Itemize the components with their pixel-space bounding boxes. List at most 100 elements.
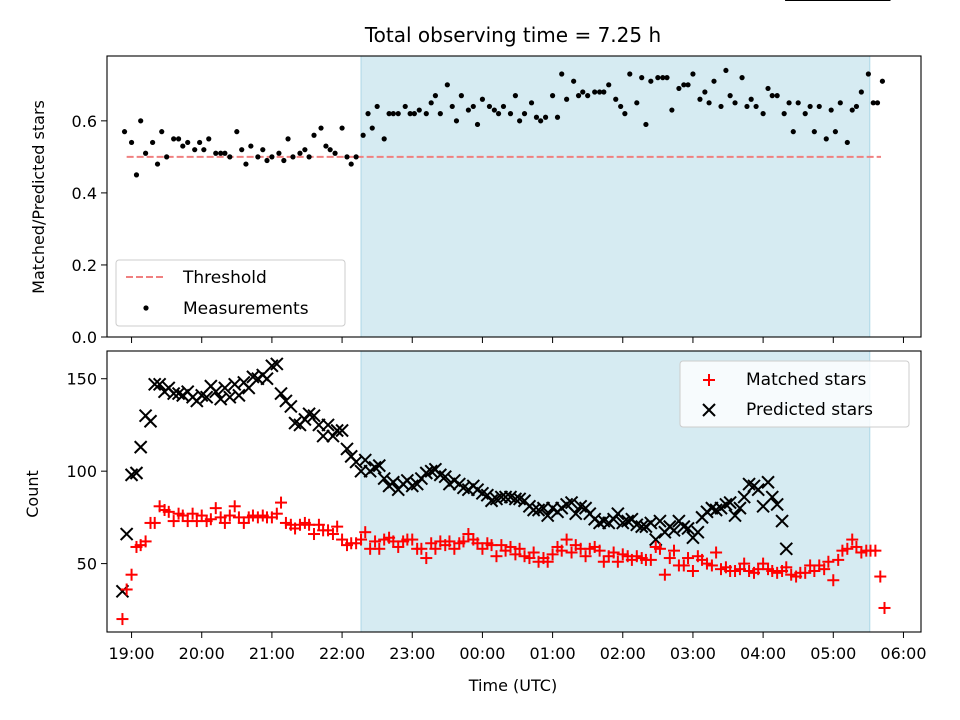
matched-point	[677, 559, 690, 572]
threshold-legend-label: Threshold	[182, 268, 267, 288]
predicted-point	[779, 542, 793, 556]
matched-point	[326, 528, 339, 541]
measurement-point	[571, 78, 577, 84]
measurement-point	[248, 143, 254, 149]
measurement-point	[655, 75, 661, 81]
matched-point	[218, 516, 231, 529]
matched-point	[209, 502, 222, 515]
predicted-point	[765, 490, 779, 504]
measurement-point	[507, 111, 514, 117]
measurement-point	[327, 147, 333, 153]
y-tick-label: 0.0	[72, 328, 97, 347]
measurement-point	[407, 111, 413, 117]
measurement-point	[606, 82, 612, 88]
measurement-point	[639, 75, 645, 81]
predicted-point	[330, 423, 344, 438]
measurement-point	[201, 147, 207, 153]
measurement-point	[533, 114, 540, 120]
predicted-point	[424, 464, 438, 478]
measurement-point	[411, 111, 417, 117]
axes-frame	[106, 350, 922, 633]
measurement-point	[395, 111, 401, 117]
measurement-point	[369, 125, 375, 131]
matched-point	[541, 555, 554, 568]
measurement-point	[437, 111, 443, 117]
measurement-point	[281, 157, 287, 164]
measurement-point	[255, 154, 261, 160]
ratio-legend-box	[115, 259, 346, 327]
matched-point	[658, 568, 671, 581]
x-tick-label: 23:00	[389, 644, 435, 663]
ratio-panel: 0.0 0.2 0.4 0.6 Matched/Predicted stars Thr…	[29, 55, 922, 347]
x-tick-label: 22:00	[319, 644, 365, 663]
measurement-point	[402, 103, 408, 110]
predicted-point	[260, 372, 274, 386]
measurement-point	[760, 111, 766, 117]
measurement-point	[858, 89, 864, 95]
measurement-points	[121, 67, 886, 178]
matched-point	[705, 559, 718, 572]
count-points	[115, 0, 891, 626]
measurement-point	[592, 89, 598, 95]
predicted-point	[335, 423, 349, 438]
matched-point	[513, 542, 526, 555]
measurement-point	[853, 103, 860, 110]
measurement-point	[769, 93, 775, 99]
predicted-point	[143, 414, 158, 428]
predicted-point	[761, 475, 775, 489]
matched-point	[827, 574, 840, 587]
predicted-point	[723, 495, 737, 510]
matched-point	[139, 535, 152, 548]
measurement-point	[669, 107, 675, 113]
matched-point	[653, 542, 666, 555]
x-tick-label: 03:00	[670, 644, 716, 663]
y-tick-label: 0.4	[72, 184, 97, 203]
measurement-point	[306, 154, 312, 160]
predicted-point	[611, 506, 625, 521]
measurement-point	[660, 75, 666, 81]
matched-point	[527, 546, 540, 559]
measurements-legend-label: Measurements	[183, 299, 309, 319]
matched-point	[799, 566, 812, 579]
matched-point	[331, 520, 344, 533]
measurement-point	[264, 157, 270, 164]
measurement-point	[753, 103, 759, 110]
predicted-point	[307, 408, 321, 423]
measurement-point	[559, 71, 565, 77]
matched-point	[644, 553, 657, 566]
count-y-axis-label: Count	[23, 470, 42, 518]
matched-point	[504, 540, 517, 553]
matched-point	[162, 505, 175, 518]
matched-point	[490, 550, 503, 563]
measurement-point	[491, 107, 497, 113]
measurement-point	[453, 118, 460, 124]
measurement-point	[718, 103, 724, 110]
x-tick-label: 06:00	[880, 644, 926, 663]
measurement-point	[828, 107, 834, 113]
matched-point	[869, 544, 882, 557]
measurement-point	[865, 71, 871, 77]
matched-point	[667, 544, 680, 557]
measurement-point	[138, 118, 144, 124]
matched-point	[560, 533, 573, 546]
count-legend-box	[679, 360, 910, 428]
measurement-point	[297, 150, 303, 156]
measurement-point	[622, 111, 628, 117]
predicted-point	[209, 384, 223, 399]
matched-point	[565, 546, 578, 559]
matched-point	[373, 542, 386, 555]
predicted-point	[274, 386, 288, 401]
measurement-point	[575, 93, 582, 99]
measurement-point	[676, 85, 682, 92]
predicted-point	[733, 501, 747, 515]
measurement-point	[285, 136, 291, 142]
measurement-point	[470, 103, 476, 110]
matched-point	[682, 552, 695, 565]
measurement-point	[748, 96, 754, 102]
measurement-point	[802, 111, 808, 117]
measurement-point	[128, 139, 135, 146]
measurement-point	[339, 125, 345, 131]
matched-legend-label: Matched stars	[746, 370, 866, 390]
count-legend: Matched stars Predicted stars	[679, 360, 910, 428]
measurement-point	[474, 121, 481, 128]
